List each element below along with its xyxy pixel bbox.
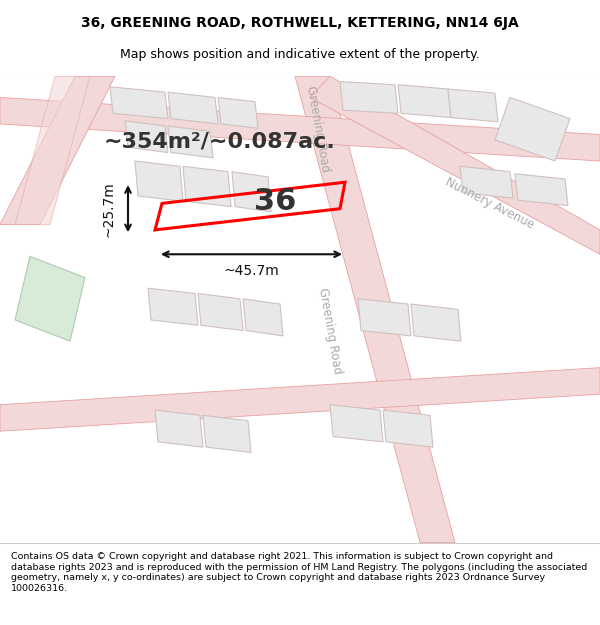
Polygon shape <box>183 166 231 207</box>
Polygon shape <box>168 92 218 124</box>
Polygon shape <box>148 288 198 325</box>
Text: Nunnery Avenue: Nunnery Avenue <box>443 176 536 231</box>
Polygon shape <box>15 76 90 224</box>
Polygon shape <box>218 98 258 128</box>
Polygon shape <box>110 87 168 119</box>
Polygon shape <box>155 410 203 447</box>
Text: ~354m²/~0.087ac.: ~354m²/~0.087ac. <box>104 132 336 152</box>
Polygon shape <box>330 405 383 442</box>
Polygon shape <box>310 76 600 254</box>
Polygon shape <box>495 98 570 161</box>
Polygon shape <box>383 410 433 447</box>
Text: 36: 36 <box>254 187 296 216</box>
Polygon shape <box>243 299 283 336</box>
Text: ~25.7m: ~25.7m <box>101 181 115 237</box>
Text: ~45.7m: ~45.7m <box>224 264 280 278</box>
Polygon shape <box>232 172 271 212</box>
Polygon shape <box>0 76 115 224</box>
Polygon shape <box>15 256 85 341</box>
Polygon shape <box>0 368 600 431</box>
Text: 36, GREENING ROAD, ROTHWELL, KETTERING, NN14 6JA: 36, GREENING ROAD, ROTHWELL, KETTERING, … <box>81 16 519 30</box>
Polygon shape <box>135 161 183 201</box>
Polygon shape <box>358 299 411 336</box>
Text: Greening Road: Greening Road <box>316 286 344 375</box>
Text: Greening Road: Greening Road <box>304 85 332 174</box>
Polygon shape <box>168 126 213 158</box>
Text: Map shows position and indicative extent of the property.: Map shows position and indicative extent… <box>120 48 480 61</box>
Polygon shape <box>125 121 168 152</box>
Polygon shape <box>203 416 251 452</box>
Text: Contains OS data © Crown copyright and database right 2021. This information is : Contains OS data © Crown copyright and d… <box>11 552 587 592</box>
Polygon shape <box>0 98 600 161</box>
Polygon shape <box>398 85 451 118</box>
Polygon shape <box>515 174 568 206</box>
Polygon shape <box>448 89 498 122</box>
Polygon shape <box>340 81 398 113</box>
Polygon shape <box>295 76 455 542</box>
Polygon shape <box>411 304 461 341</box>
Polygon shape <box>198 294 243 331</box>
Polygon shape <box>460 166 513 198</box>
